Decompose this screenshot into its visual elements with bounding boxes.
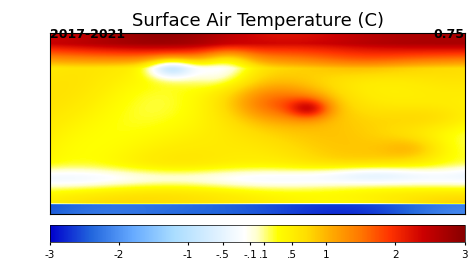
Text: Surface Air Temperature (C): Surface Air Temperature (C) (132, 12, 384, 30)
Text: 2017-2021: 2017-2021 (50, 28, 125, 41)
Text: 0.75: 0.75 (434, 28, 465, 41)
